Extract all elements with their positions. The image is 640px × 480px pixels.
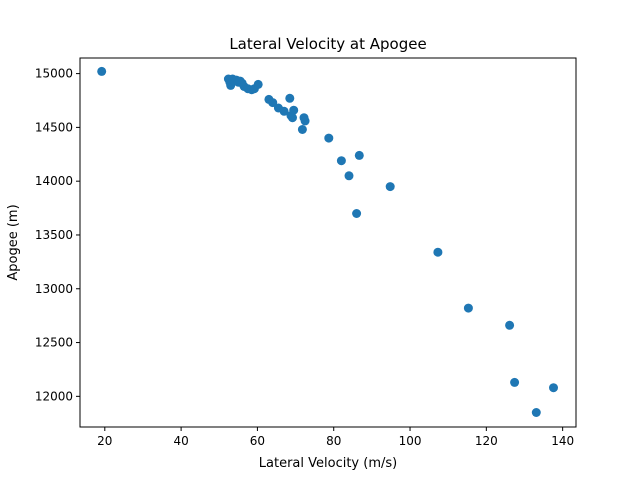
x-tick-label: 140 bbox=[551, 434, 574, 448]
x-tick-label: 60 bbox=[250, 434, 265, 448]
x-tick-label: 120 bbox=[475, 434, 498, 448]
data-point bbox=[463, 303, 473, 313]
data-point bbox=[385, 182, 395, 192]
data-point bbox=[279, 106, 289, 116]
plot-frame bbox=[79, 57, 577, 428]
x-tick-label: 80 bbox=[326, 434, 341, 448]
x-tick-label: 100 bbox=[399, 434, 422, 448]
y-axis-label: Apogee (m) bbox=[6, 204, 21, 280]
data-point bbox=[324, 133, 334, 143]
data-point bbox=[344, 171, 354, 181]
y-tick-label: 13500 bbox=[35, 228, 73, 242]
x-tick-label: 40 bbox=[173, 434, 188, 448]
y-tick-label: 12000 bbox=[35, 389, 73, 403]
data-point bbox=[352, 209, 362, 218]
data-point bbox=[433, 247, 443, 257]
x-axis-label: Lateral Velocity (m/s) bbox=[259, 456, 397, 471]
data-point bbox=[300, 116, 310, 126]
points-layer bbox=[97, 66, 558, 417]
x-tick-label: 20 bbox=[97, 434, 112, 448]
x-ticks: 20 40 60 80 100 120 140 bbox=[97, 427, 574, 448]
y-tick-label: 13000 bbox=[35, 282, 73, 296]
data-point bbox=[297, 125, 307, 134]
y-ticks: 12000 12500 13000 13500 14000 14500 15000 bbox=[35, 67, 80, 403]
data-point bbox=[285, 93, 295, 103]
y-tick-label: 12500 bbox=[35, 336, 73, 350]
data-point bbox=[253, 79, 263, 89]
data-point bbox=[510, 377, 520, 387]
data-point bbox=[289, 105, 299, 115]
data-point bbox=[336, 156, 346, 166]
data-point bbox=[97, 66, 107, 76]
y-tick-label: 15000 bbox=[35, 67, 73, 81]
data-point bbox=[268, 98, 278, 108]
chart-title: Lateral Velocity at Apogee bbox=[229, 35, 426, 53]
data-point bbox=[288, 113, 297, 123]
y-tick-label: 14500 bbox=[35, 120, 73, 134]
data-point bbox=[549, 383, 558, 393]
data-point bbox=[531, 408, 541, 417]
data-point bbox=[505, 320, 515, 330]
y-tick-label: 14000 bbox=[35, 174, 73, 188]
data-point bbox=[354, 150, 364, 160]
